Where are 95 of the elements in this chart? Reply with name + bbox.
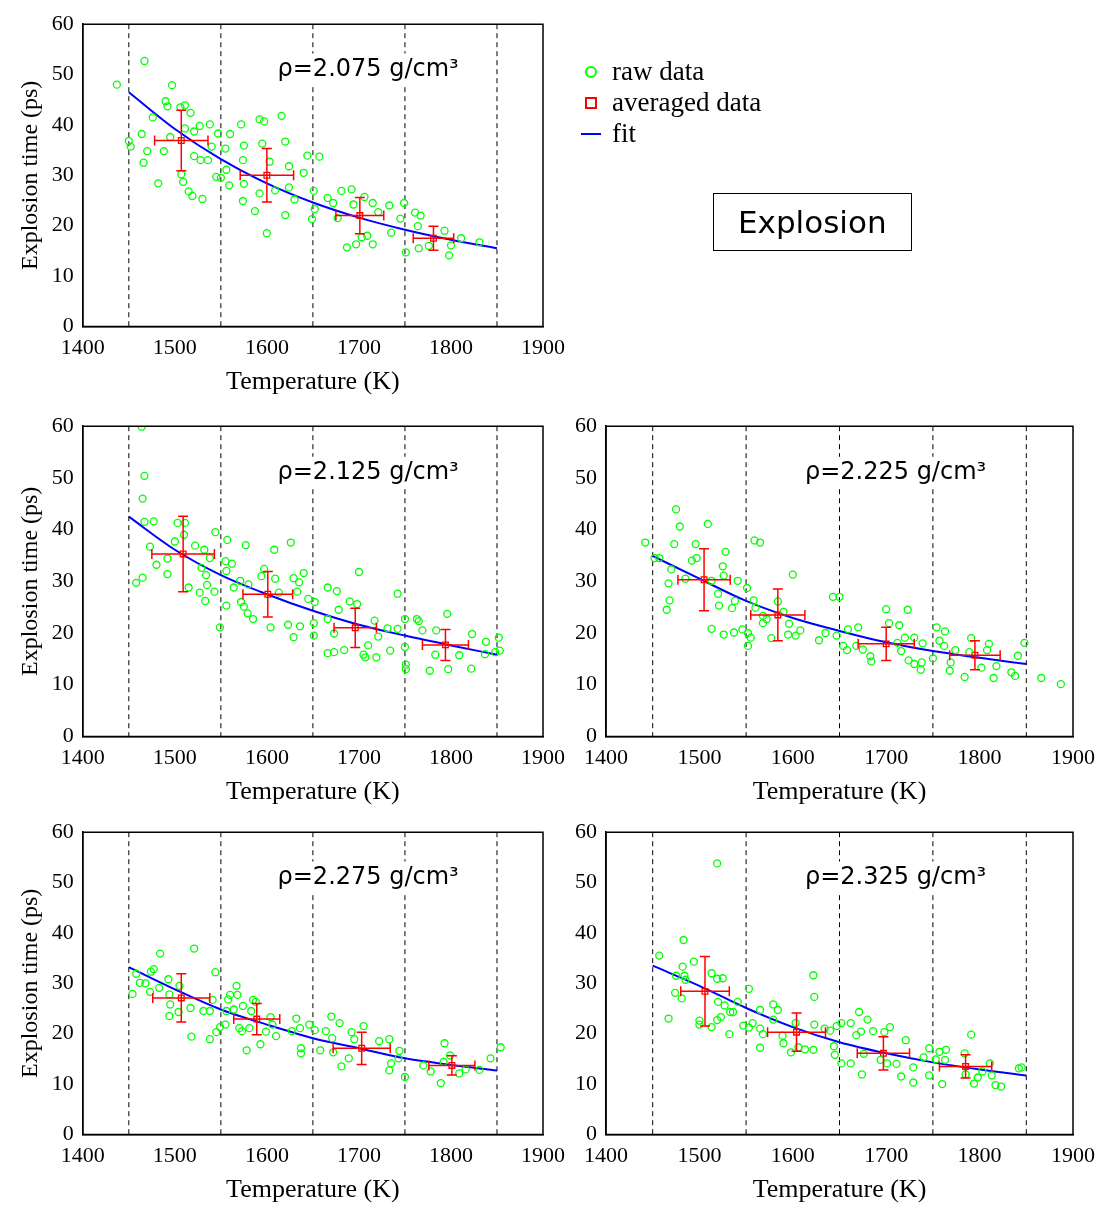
point — [177, 994, 185, 1002]
point — [429, 234, 437, 242]
x-tick-label: 1700 — [864, 744, 909, 770]
y-tick-label: 50 — [51, 463, 74, 489]
x-tick-label: 1600 — [770, 1142, 815, 1168]
y-tick-label: 20 — [51, 211, 74, 237]
x-tick-label: 1700 — [864, 1142, 909, 1168]
text: Explosion — [713, 193, 912, 251]
point — [971, 651, 979, 659]
point — [358, 1044, 366, 1052]
y-tick-label: 60 — [51, 411, 74, 437]
y-tick-label: 20 — [575, 618, 597, 644]
y-tick-label: 40 — [575, 515, 597, 541]
point — [700, 576, 708, 584]
legend-label: raw data — [612, 56, 705, 87]
point — [879, 1049, 887, 1057]
x-tick-label: 1800 — [957, 1142, 1002, 1168]
y-tick-label: 20 — [575, 1019, 597, 1045]
x-tick-label: 1900 — [521, 744, 565, 770]
y-tick-label: 10 — [575, 670, 597, 696]
y-tick-label: 60 — [575, 411, 597, 437]
y-tick-label: 50 — [575, 463, 597, 489]
x-tick-label: 1500 — [152, 1142, 197, 1168]
point — [701, 987, 709, 995]
x-axis-title: Temperature (K) — [752, 776, 927, 806]
point — [263, 171, 271, 179]
y-tick-label: 50 — [51, 60, 74, 86]
y-tick-label: 10 — [51, 1069, 74, 1095]
y-tick-label: 60 — [51, 817, 74, 843]
point — [177, 137, 185, 145]
x-tick-label: 1700 — [336, 744, 381, 770]
point — [793, 1028, 801, 1036]
line-series — [651, 554, 1028, 666]
legend-label: fit — [612, 118, 636, 149]
x-tick-label: 1600 — [770, 744, 815, 770]
y-tick-label: 40 — [51, 515, 74, 541]
y-tick-label: 40 — [51, 110, 74, 136]
line-series — [127, 91, 498, 250]
x-tick-label: 1600 — [244, 1142, 289, 1168]
y-axis-title: Explosion time (ps) — [15, 486, 42, 676]
x-tick-label: 1600 — [244, 744, 289, 770]
y-axis-title: Explosion time (ps) — [15, 80, 42, 270]
y-tick-label: 40 — [575, 918, 597, 944]
point — [356, 212, 364, 220]
y-tick-label: 30 — [575, 567, 597, 593]
point — [351, 624, 359, 632]
y-tick-label: 10 — [51, 670, 74, 696]
annotation: ρ=2.075 g/cm³ — [277, 53, 459, 82]
y-tick-label: 60 — [51, 9, 74, 35]
annotation: ρ=2.275 g/cm³ — [277, 861, 459, 890]
x-axis-title: Temperature (K) — [226, 776, 400, 806]
x-tick-label: 1900 — [521, 334, 565, 360]
x-tick-label: 1700 — [336, 334, 381, 360]
annotation: ρ=2.325 g/cm³ — [804, 861, 987, 890]
y-tick-label: 60 — [575, 817, 597, 843]
x-tick-label: 1500 — [677, 1142, 722, 1168]
legend-label: averaged data — [612, 87, 762, 118]
point — [962, 1062, 970, 1070]
line-series — [127, 966, 498, 1072]
y-tick-label: 30 — [51, 567, 74, 593]
annotation: ρ=2.125 g/cm³ — [277, 456, 459, 485]
x-tick-label: 1800 — [428, 1142, 473, 1168]
annotation: ρ=2.225 g/cm³ — [804, 456, 987, 485]
x-tick-label: 1800 — [957, 744, 1002, 770]
y-axis-title: Explosion time (ps) — [15, 888, 42, 1078]
y-tick-label: 10 — [575, 1069, 597, 1095]
point — [253, 1015, 261, 1023]
y-tick-label: 30 — [51, 161, 74, 187]
y-tick-label: 10 — [51, 261, 74, 287]
point — [441, 641, 449, 649]
x-axis-title: Temperature (K) — [752, 1174, 927, 1204]
y-tick-label: 20 — [51, 618, 74, 644]
line-series — [651, 964, 1028, 1077]
x-tick-label: 1900 — [521, 1142, 565, 1168]
x-tick-label: 1800 — [428, 334, 473, 360]
y-tick-label: 20 — [51, 1019, 74, 1045]
x-axis-title: Temperature (K) — [226, 1174, 400, 1204]
x-tick-label: 1500 — [152, 334, 197, 360]
point — [882, 640, 890, 648]
y-tick-label: 50 — [51, 868, 74, 894]
point — [264, 590, 272, 598]
x-tick-label: 1600 — [244, 334, 289, 360]
x-tick-label: 1700 — [336, 1142, 381, 1168]
x-tick-label: 1500 — [152, 744, 197, 770]
y-tick-label: 40 — [51, 918, 74, 944]
x-tick-label: 1900 — [1051, 1142, 1095, 1168]
y-tick-label: 50 — [575, 868, 597, 894]
point — [179, 550, 187, 558]
x-axis-title: Temperature (K) — [226, 366, 400, 396]
x-tick-label: 1900 — [1051, 744, 1095, 770]
x-tick-label: 1800 — [428, 744, 473, 770]
y-tick-label: 30 — [575, 969, 597, 995]
x-tick-label: 1500 — [677, 744, 722, 770]
point — [448, 1061, 456, 1069]
y-tick-label: 30 — [51, 969, 74, 995]
